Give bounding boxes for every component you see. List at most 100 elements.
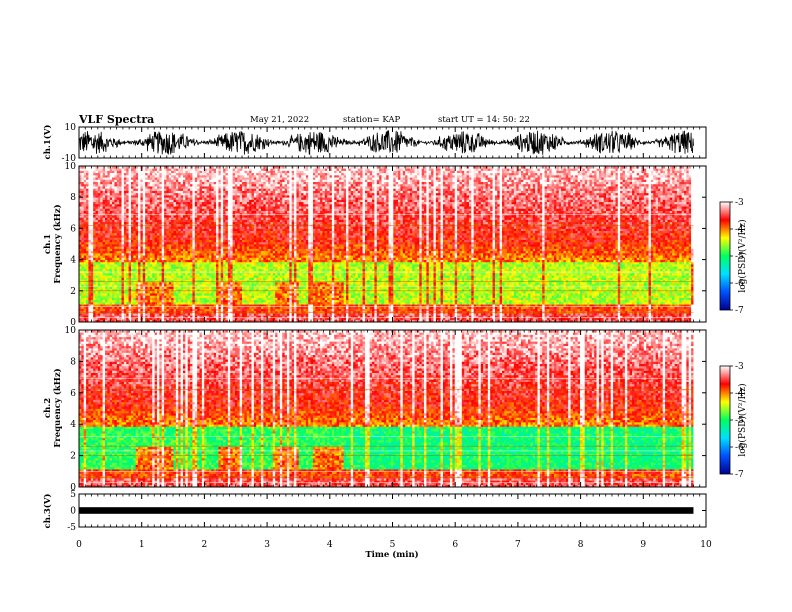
spectrogram-cell [123,275,127,278]
spectrogram-cell [130,301,134,305]
spectrogram-cell [88,217,92,220]
spectrogram-cell [79,230,82,234]
spectrogram-cell [154,266,158,269]
spectrogram-cell [159,186,163,189]
spectrogram-cell [123,215,127,218]
spectrogram-cell [149,275,153,278]
spectrogram-cell [88,259,92,263]
spectrogram-cell [109,197,113,200]
spectrogram-cell [138,275,141,278]
spectrogram-cell [119,264,122,267]
spectrogram-cell [152,293,156,296]
spectrogram-cell [107,259,111,263]
spectrogram-cell [128,295,132,298]
spectrogram-cell [112,221,115,225]
spectrogram-cell [138,261,141,265]
spectrogram-cell [90,286,94,289]
spectrogram-cell [93,168,96,171]
spectrogram-cell [105,246,108,249]
spectrogram-cell [116,252,120,256]
spectrogram-cell [138,295,141,298]
spectrogram-cell [88,226,92,229]
spectrogram-cell [126,203,130,207]
spectrogram-cell [93,313,96,316]
spectrogram-cell [133,241,137,245]
spectrogram-cell [140,313,144,316]
spectrogram-cell [102,183,106,187]
spectrogram-cell [97,181,101,185]
spectrogram-cell [130,166,134,169]
spectrogram-cell [126,170,130,174]
spectrogram-cell [81,255,85,258]
spectrogram-cell [105,286,108,289]
spectrogram-cell [86,168,89,171]
spectrogram-cell [90,315,94,318]
spectrogram-cell [166,277,170,281]
spectrogram-cell [156,228,160,232]
spectrogram-cell [83,177,87,180]
spectrogram-cell [154,297,158,301]
spectrogram-cell [168,277,172,281]
spectrogram-cell [88,228,92,232]
spectrogram-cell [164,290,167,294]
spectrogram-cell [90,288,94,292]
spectrogram-cell [126,199,130,203]
spectrogram-cell [81,221,85,225]
spectrogram-cell [126,194,130,198]
spectrogram-cell [105,297,108,301]
spectrogram-cell [95,172,99,176]
spectrogram-cell [105,210,108,214]
spectrogram-cell [159,264,163,267]
spectrogram-cell [79,181,82,185]
spectrogram-cell [168,306,172,310]
spectrogram-cell [154,230,158,234]
spectrogram-cell [159,179,163,182]
spectrogram-cell [133,304,137,307]
spectrogram-cell [164,257,167,260]
spectrogram-cell [107,297,111,301]
spectrogram-cell [156,239,160,243]
spectrogram-cell [133,201,137,205]
spectrogram-cell [164,295,167,298]
spectrogram-cell [154,275,158,278]
spectrogram-cell [154,244,158,247]
spectrogram-cell [130,181,134,185]
spectrogram-cell [154,203,158,207]
spectrogram-cell [79,261,82,265]
spectrogram-cell [93,259,96,263]
spectrogram-cell [81,166,85,169]
spectrogram-cell [107,239,111,243]
spectrogram-cell [95,304,99,307]
spectrogram-cell [168,261,172,265]
spectrogram-cell [97,219,101,223]
spectrogram-cell [126,206,130,209]
spectrogram-cell [114,201,118,205]
spectrogram-cell [133,279,137,283]
spectrogram-cell [128,244,132,247]
spectrogram-cell [126,301,130,305]
spectrogram-cell [88,183,92,187]
spectrogram-cell [81,183,85,187]
spectrogram-cell [90,266,94,269]
spectrogram-cell [164,293,167,296]
spectrogram-cell [102,288,106,292]
spectrogram-cell [152,239,156,243]
spectrogram-cell [147,208,151,211]
spectrogram-cell [88,210,92,214]
spectrogram-cell [135,230,139,234]
spectrogram-cell [97,226,101,229]
spectrogram-cell [149,268,153,272]
spectrogram-cell [102,284,106,287]
spectrogram-cell [159,255,163,258]
spectrogram-cell [130,203,134,207]
spectrogram-cell [119,317,122,321]
spectrogram-cell [81,306,85,310]
spectrogram-cell [83,277,87,281]
spectrogram-cell [152,232,156,236]
spectrogram-cell [135,259,139,263]
spectrogram-cell [128,179,132,182]
spectrogram-cell [102,188,106,191]
spectrogram-cell [130,232,134,236]
spectrogram-cell [145,215,148,218]
spectrogram-cell [107,183,111,187]
